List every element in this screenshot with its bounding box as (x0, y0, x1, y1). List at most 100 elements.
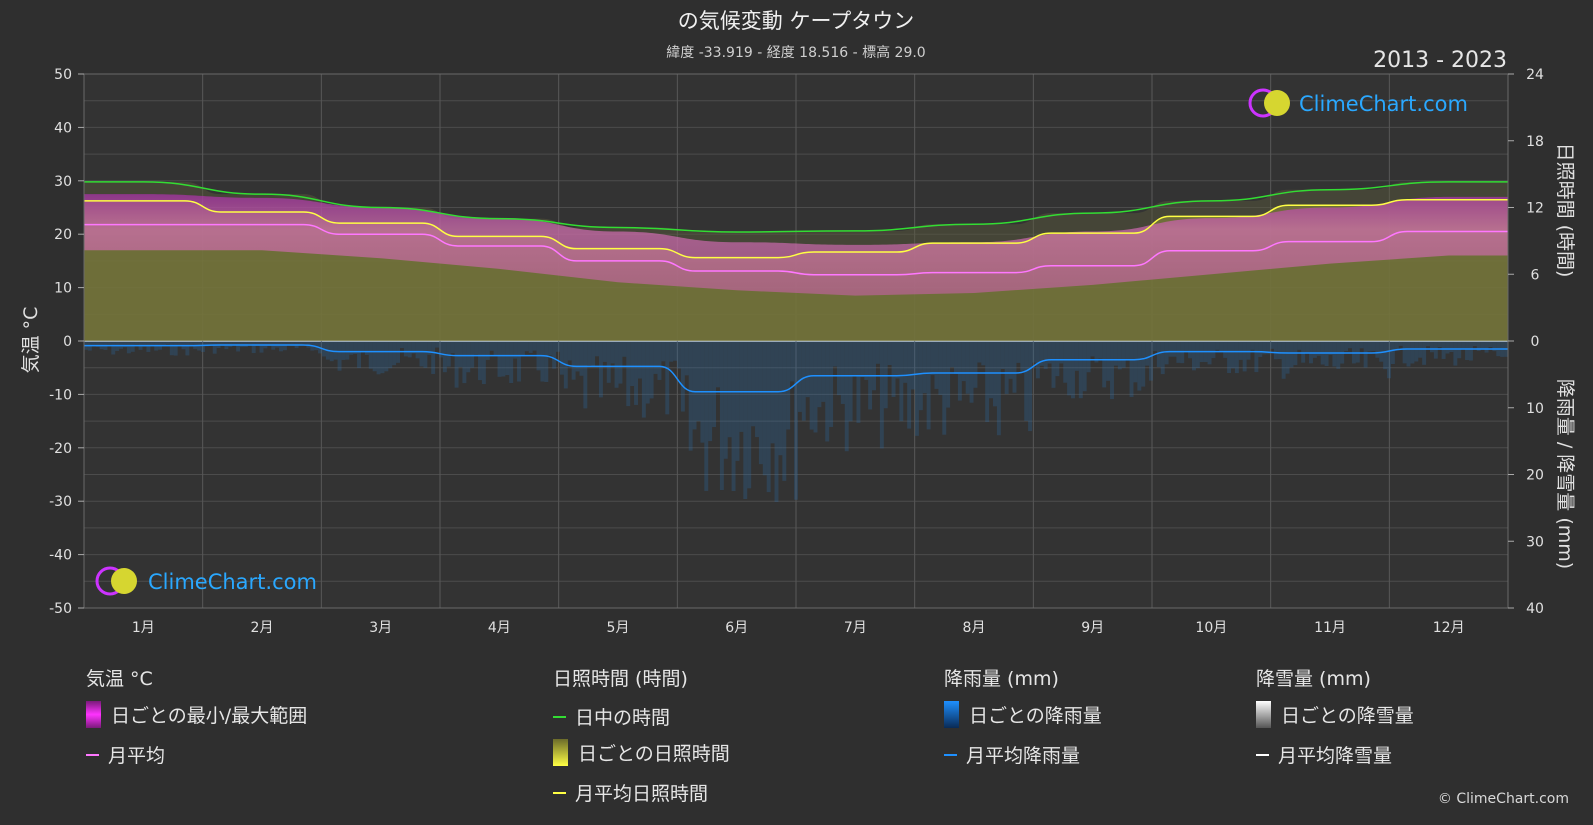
legend-sun-daylight-label: 日中の時間 (575, 707, 671, 729)
daily-rain-bar (1289, 341, 1294, 368)
daily-rain-bar (1219, 341, 1224, 352)
daily-rain-bar (173, 341, 178, 356)
daily-rain-bar (220, 341, 225, 346)
daily-rain-bar (517, 341, 521, 382)
daily-rain-bar (1164, 341, 1169, 365)
daily-rain-bar (649, 341, 654, 399)
daily-rain-bar (813, 341, 818, 433)
daily-rain-bar (1086, 341, 1091, 373)
temp-avg-swatch (86, 753, 99, 756)
daily-rain-bar (1035, 341, 1040, 379)
daily-rain-bar (236, 341, 241, 352)
x-tick-label: 6月 (725, 620, 748, 636)
y-tick-label-right-bottom: 30 (1526, 534, 1544, 550)
daily-rain-bar (591, 341, 596, 368)
daily-rain-bar (875, 341, 880, 364)
daily-rain-bar (712, 341, 717, 428)
daily-temp-range-band (84, 194, 1508, 296)
daily-rain-bar (427, 341, 432, 355)
x-tick-label: 3月 (369, 620, 392, 636)
daily-rain-bar (474, 341, 479, 355)
daily-rain-bar (766, 341, 771, 493)
daily-rain-bar (602, 341, 607, 362)
legend-snow-avg-label: 月平均降雪量 (1278, 745, 1393, 767)
daily-rain-bar (895, 341, 900, 379)
daily-rain-bar (727, 341, 732, 438)
daily-rain-bar (255, 341, 260, 346)
daily-rain-bar (864, 341, 869, 380)
daily-rain-bar (1270, 341, 1274, 349)
legend-temp-range-label: 日ごとの最小/最大範囲 (111, 705, 308, 727)
daily-rain-bar (123, 341, 127, 348)
daily-rain-bar (540, 341, 545, 382)
daily-rain-bar (1098, 341, 1103, 359)
daily-rain-bar (493, 341, 498, 356)
daily-rain-bar (1238, 341, 1243, 360)
y-tick-label-left: 30 (54, 174, 72, 190)
daily-rain-bar (1348, 341, 1352, 349)
daily-rain-bar (1211, 341, 1216, 359)
daily-rain-bar (95, 341, 100, 347)
daily-rain-bar (357, 341, 361, 369)
daily-rain-bar (314, 341, 319, 351)
daily-rain-bar (415, 341, 420, 359)
daylight-swatch (553, 715, 566, 718)
daily-rain-bar (1063, 341, 1068, 383)
daily-rain-bar (435, 341, 440, 348)
daily-rain-bar (981, 341, 986, 366)
daily-rain-bar (353, 341, 358, 354)
temp-range-swatch (86, 701, 101, 728)
y-tick-label-left: -20 (49, 441, 72, 457)
y-tick-label-left: -50 (49, 601, 72, 617)
daylight-line (84, 181, 1508, 233)
daily-rain-bar (528, 341, 533, 353)
daily-rain-bar (1110, 341, 1114, 400)
legend-sun-daily: 日ごとの日照時間 (553, 739, 730, 766)
daily-rain-bar (630, 341, 635, 386)
chart-subtitle: 緯度 -33.919 - 経度 18.516 - 標高 29.0 (666, 44, 925, 61)
daily-rain-bar (400, 341, 404, 349)
daily-rain-bar (1316, 341, 1321, 356)
daily-rain-bar (692, 341, 697, 430)
daily-rain-bar (162, 341, 166, 346)
daily-rain-bar (1422, 341, 1427, 365)
daily-rain-bar (478, 341, 482, 381)
y-tick-label-left: 40 (54, 120, 72, 136)
daily-rain-bar (1149, 341, 1153, 381)
daily-rain-bar (579, 341, 584, 376)
daily-rain-bar (606, 341, 611, 383)
daily-rain-bar (442, 341, 447, 373)
daily-rain-bar (489, 341, 494, 351)
daily-rain-bar (1043, 341, 1048, 369)
daily-rain-bar (1250, 341, 1255, 350)
daily-rain-bar (618, 341, 623, 384)
daily-rain-bar (341, 341, 346, 360)
rain-avg-line (84, 344, 1508, 393)
daily-rain-bar (142, 341, 147, 347)
daily-rain-bar (950, 341, 955, 368)
watermark-text: ClimeChart.com (1299, 92, 1468, 116)
daily-rain-bar (797, 341, 802, 412)
daily-rain-bar (743, 341, 748, 499)
daily-rain-bar (1227, 341, 1232, 374)
daily-rain-bar (1465, 341, 1469, 361)
daily-rain-bar (1152, 341, 1157, 352)
daily-rain-bar (134, 341, 139, 345)
x-tick-label: 12月 (1433, 620, 1465, 636)
legend-snow-daily: 日ごとの降雪量 (1256, 701, 1414, 728)
daily-rain-bar (458, 341, 463, 368)
daily-rain-bar (774, 341, 779, 503)
daily-rain-bar (669, 341, 674, 362)
daily-rain-bar (965, 341, 970, 394)
daily-rain-bar (731, 341, 736, 491)
daily-rain-bar (185, 341, 190, 356)
daily-rain-bar (119, 341, 124, 349)
daily-rain-bar (267, 341, 272, 346)
daily-rain-bar (860, 341, 865, 378)
daily-rain-bar (1449, 341, 1454, 353)
daily-rain-bar (922, 341, 927, 394)
daily-rain-bar (1445, 341, 1450, 354)
daily-rain-bar (704, 341, 709, 491)
daily-rain-bar (930, 341, 935, 376)
